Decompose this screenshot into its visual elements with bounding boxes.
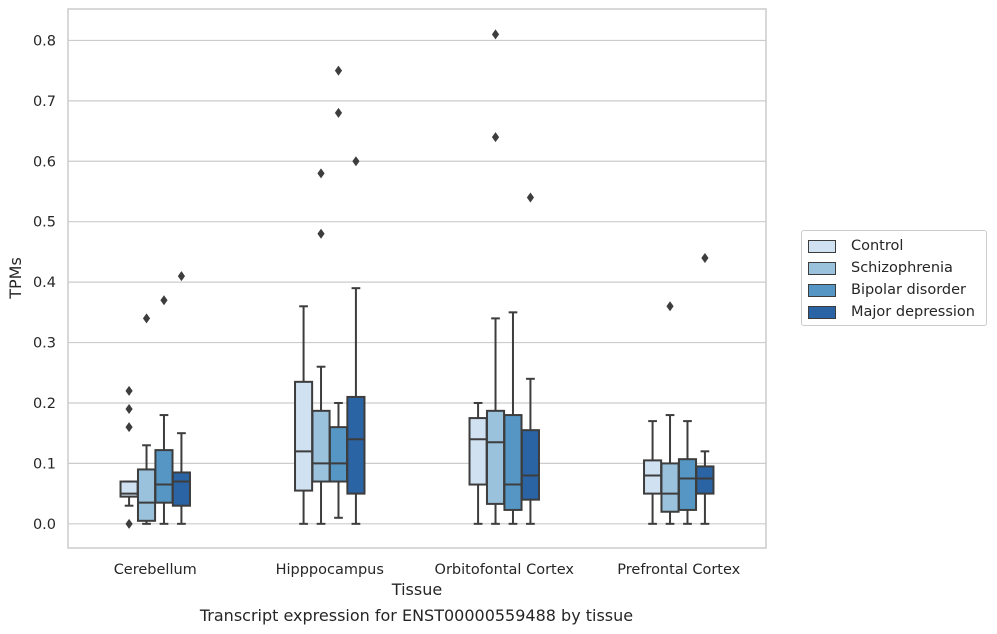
- box-orbitofontal-cortex-major-depression: [520, 192, 540, 525]
- box-orbitofontal-cortex-control: [468, 401, 488, 525]
- outlier-point: [125, 518, 133, 529]
- legend-swatch-control: [808, 239, 836, 253]
- outlier-point: [491, 29, 500, 40]
- box-cerebellum-control: [119, 385, 139, 529]
- legend-item-bipolar-disorder: Bipolar disorder: [808, 280, 966, 300]
- outlier-point: [666, 301, 674, 312]
- y-gridlines: [68, 39, 766, 525]
- figure-caption: Transcript expression for ENST0000055948…: [199, 606, 634, 625]
- legend-item-control: Control: [808, 236, 903, 256]
- outlier-point: [125, 385, 133, 396]
- y-tick-label-0-0: 0.0: [33, 517, 56, 533]
- x-axis-label: Tissue: [391, 580, 442, 599]
- outlier-point: [142, 313, 151, 324]
- box-iqr: [311, 409, 331, 483]
- outlier-point: [125, 404, 133, 415]
- y-tick-label-0-8: 0.8: [33, 33, 56, 49]
- plot-frame: [67, 8, 767, 549]
- box-prefrontal-cortex-bipolar-disorder: [677, 420, 698, 525]
- box-orbitofontal-cortex-schizophrenia: [485, 29, 506, 525]
- legend-swatch-major-depression: [808, 305, 836, 319]
- x-tick-labels: Cerebellum Hipppocampus Orbitofontal Corte…: [114, 562, 741, 578]
- x-tick-label-orbitofontal-cortex: Orbitofontal Cortex: [435, 562, 575, 578]
- legend-item-major-depression: Major depression: [808, 302, 975, 322]
- legend-label-schizophrenia: Schizophrenia: [851, 260, 953, 276]
- outlier-point: [334, 107, 343, 118]
- y-tick-label-0-3: 0.3: [33, 336, 56, 352]
- box-orbitofontal-cortex-bipolar-disorder: [503, 311, 523, 525]
- legend-label-major-depression: Major depression: [851, 304, 975, 320]
- legend: Control Schizophrenia Bipolar disorder M…: [801, 230, 987, 326]
- y-tick-label-0-4: 0.4: [33, 275, 56, 291]
- box-plot-series: [119, 29, 715, 529]
- box-iqr: [695, 465, 715, 495]
- box-prefrontal-cortex-schizophrenia: [660, 301, 680, 525]
- y-tick-label-0-7: 0.7: [33, 94, 56, 110]
- box-iqr: [677, 458, 698, 511]
- y-tick-label-0-1: 0.1: [33, 456, 56, 472]
- box-prefrontal-cortex-major-depression: [695, 252, 715, 525]
- box-iqr: [520, 429, 540, 501]
- legend-swatch-bipolar-disorder: [808, 283, 836, 297]
- outlier-point: [352, 156, 360, 167]
- outlier-point: [125, 422, 133, 433]
- y-tick-labels: 0.0 0.1 0.2 0.3 0.4 0.5 0.6 0.7 0.8: [33, 33, 56, 532]
- box-iqr: [328, 426, 349, 483]
- outlier-point: [160, 295, 168, 306]
- outlier-point: [526, 192, 535, 203]
- box-hipppocampus-schizophrenia: [311, 168, 331, 525]
- outlier-point: [317, 168, 325, 179]
- x-tick-label-prefrontal-cortex: Prefrontal Cortex: [617, 562, 740, 578]
- box-cerebellum-schizophrenia: [136, 313, 157, 525]
- box-iqr: [503, 414, 523, 511]
- box-iqr: [468, 417, 488, 486]
- box-iqr: [346, 395, 366, 495]
- legend-label-control: Control: [851, 238, 904, 254]
- legend-item-schizophrenia: Schizophrenia: [808, 258, 953, 278]
- legend-label-bipolar-disorder: Bipolar disorder: [851, 282, 966, 298]
- y-tick-label-0-6: 0.6: [33, 154, 56, 170]
- box-hipppocampus-bipolar-disorder: [328, 65, 349, 519]
- box-iqr: [643, 459, 663, 495]
- y-axis-label: TPMs: [6, 257, 25, 300]
- box-iqr: [154, 449, 174, 504]
- outlier-point: [491, 132, 500, 143]
- outlier-point: [701, 252, 709, 263]
- box-iqr: [294, 380, 314, 492]
- box-iqr: [485, 409, 506, 505]
- y-tick-label-0-2: 0.2: [33, 396, 56, 412]
- outlier-point: [177, 271, 186, 282]
- box-cerebellum-major-depression: [171, 271, 191, 525]
- x-tick-label-cerebellum: Cerebellum: [114, 562, 197, 578]
- x-tick-label-hipppocampus: Hipppocampus: [276, 562, 384, 578]
- outlier-point: [334, 65, 343, 76]
- box-hipppocampus-control: [294, 305, 314, 525]
- box-prefrontal-cortex-control: [643, 420, 663, 525]
- box-iqr: [660, 462, 680, 513]
- outlier-point: [317, 228, 325, 239]
- y-tick-label-0-5: 0.5: [33, 215, 56, 231]
- box-iqr: [171, 471, 191, 507]
- box-iqr: [136, 468, 157, 522]
- box-hipppocampus-major-depression: [346, 156, 366, 525]
- box-cerebellum-bipolar-disorder: [154, 295, 174, 525]
- legend-swatch-schizophrenia: [808, 261, 836, 275]
